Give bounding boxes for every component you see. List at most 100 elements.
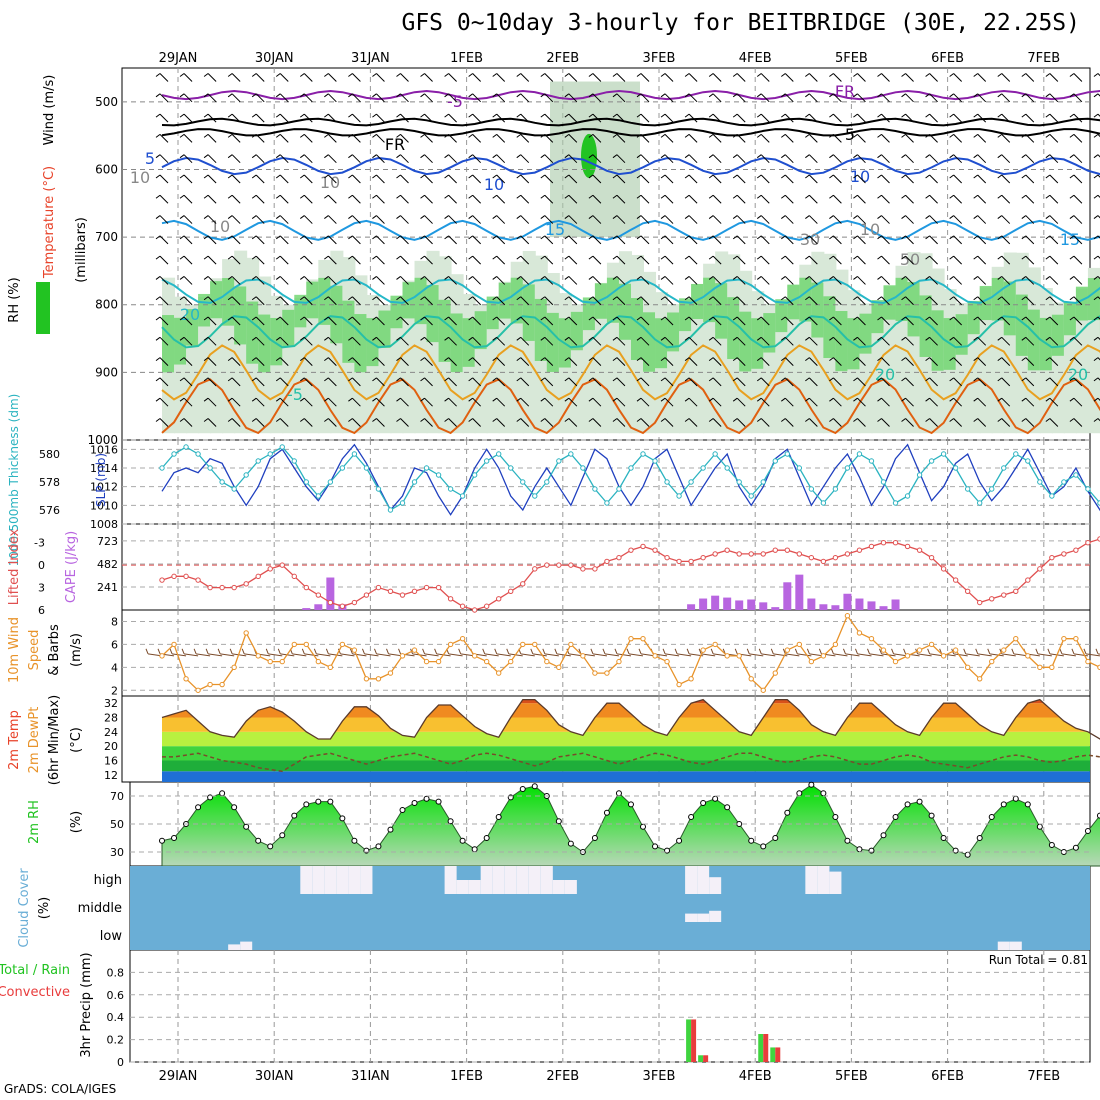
wind-barb-mark bbox=[612, 296, 626, 306]
wind-speed-series-point bbox=[303, 641, 309, 648]
wind-barb-mark bbox=[805, 93, 818, 103]
thickness-series-point bbox=[544, 479, 550, 485]
wind-barb-mark bbox=[1093, 336, 1100, 341]
wind-barb-mark bbox=[203, 93, 217, 103]
wind-barb-mark bbox=[1093, 357, 1100, 361]
wind-barb-mark bbox=[781, 276, 794, 285]
ylabel-wind-1: 10m Wind bbox=[7, 617, 22, 683]
lifted-index-series-point bbox=[471, 607, 478, 613]
wind-barb-mark bbox=[251, 113, 265, 123]
wind-barb-mark bbox=[179, 316, 193, 326]
wind-barb-mark bbox=[805, 194, 818, 204]
lifted-index-series-point bbox=[952, 577, 959, 583]
wind-barb-mark bbox=[564, 397, 578, 407]
wind-barb-mark bbox=[997, 418, 1011, 427]
wind-barb-mark bbox=[251, 296, 265, 306]
pressure-tick-label: 700 bbox=[95, 230, 118, 244]
surface-barb-mark bbox=[794, 648, 812, 657]
top-day-label: 7FEB bbox=[1027, 51, 1060, 66]
wind-speed-series-point bbox=[748, 676, 754, 682]
wind-barb-mark bbox=[853, 357, 866, 366]
thickness-series-point bbox=[1049, 493, 1055, 499]
wind-barb-mark bbox=[781, 154, 794, 164]
wind-barb-mark bbox=[300, 134, 313, 143]
wind-barb-mark bbox=[444, 235, 457, 245]
wind-barb-mark bbox=[853, 316, 866, 326]
cloud-cover-block bbox=[817, 866, 830, 894]
cape-bar bbox=[879, 606, 888, 610]
wind-barb-mark bbox=[564, 194, 578, 204]
wind-barb-mark bbox=[468, 276, 482, 285]
wind-barb-mark bbox=[155, 215, 169, 224]
thickness-series-point bbox=[520, 479, 526, 485]
wind-barb-mark bbox=[564, 377, 578, 387]
slp-series-line bbox=[161, 443, 1100, 516]
rh2m-point bbox=[327, 798, 334, 805]
wind-barb-mark bbox=[324, 377, 337, 387]
lifted-index-series-point bbox=[880, 539, 887, 546]
rh-area-green bbox=[787, 284, 801, 320]
rh2m-point bbox=[1036, 823, 1043, 830]
wind-barb-mark bbox=[588, 336, 602, 346]
wind-barb-mark bbox=[468, 215, 482, 224]
wind-barb-mark bbox=[636, 73, 650, 82]
temp-band bbox=[162, 760, 1090, 772]
wind-barb-mark bbox=[612, 316, 626, 326]
thickness-series-point bbox=[688, 479, 694, 485]
ylabel-millibars: (millibars) bbox=[74, 217, 89, 283]
wind-barb-mark bbox=[1093, 134, 1100, 138]
wind-barb-mark bbox=[636, 255, 650, 265]
wind-barb-mark bbox=[492, 296, 506, 306]
wind-barb-mark bbox=[275, 418, 289, 427]
ylabel-temp-3: (6hr Min/Max) bbox=[47, 695, 62, 785]
wind-barb-mark bbox=[997, 377, 1011, 387]
surface-barb-mark bbox=[1071, 648, 1089, 657]
cape-tick-label: 482 bbox=[97, 558, 118, 571]
wind-barb-mark bbox=[444, 377, 457, 387]
li-tick-label: 0 bbox=[38, 559, 45, 572]
lifted-index-series-point bbox=[628, 547, 634, 553]
rh-area-green bbox=[979, 285, 993, 321]
rh-color-swatch bbox=[36, 282, 50, 334]
lifted-index-series-point bbox=[1073, 547, 1079, 553]
wind-speed-series-line bbox=[161, 614, 1100, 692]
wind-barb-mark bbox=[756, 113, 770, 123]
wind-barb-mark bbox=[805, 418, 818, 427]
wind-barb-mark bbox=[227, 73, 241, 82]
wind-barb-mark bbox=[805, 276, 818, 285]
wind-barb-mark bbox=[516, 134, 530, 143]
rh-area-light bbox=[594, 282, 608, 434]
wind-barb-mark bbox=[203, 174, 217, 184]
surface-barb-mark bbox=[325, 648, 343, 657]
cloud-cover-block bbox=[709, 910, 722, 922]
wind-barb-mark bbox=[732, 418, 746, 427]
thickness-series-point bbox=[568, 451, 574, 457]
wind-barb-mark bbox=[251, 134, 265, 143]
wind-barb-mark bbox=[660, 296, 674, 306]
cape-bar bbox=[843, 593, 852, 610]
wind-barb-mark bbox=[708, 174, 722, 184]
wind-barb-mark bbox=[684, 113, 698, 123]
wind-speed-series-point bbox=[399, 653, 406, 659]
thickness-series-point bbox=[387, 507, 394, 513]
wind-barb-mark bbox=[588, 235, 602, 245]
wind-barb-mark bbox=[468, 154, 482, 164]
wind-barb-mark bbox=[708, 154, 722, 164]
surface-barb-mark bbox=[842, 648, 860, 657]
rh2m-tick-label: 70 bbox=[110, 790, 124, 803]
wind-speed-series-point bbox=[1049, 664, 1055, 671]
wind-barb-mark bbox=[251, 377, 265, 387]
wind-barb-mark bbox=[1021, 194, 1035, 204]
wind-barb-mark bbox=[227, 336, 241, 346]
wind-barb-mark bbox=[901, 113, 914, 123]
wind-barb-mark bbox=[781, 377, 794, 387]
wind-barb-mark bbox=[420, 215, 433, 224]
thickness-series-point bbox=[1013, 451, 1019, 457]
cloud-cover-block bbox=[336, 866, 349, 894]
wind-barb-mark bbox=[444, 418, 457, 427]
wind-barb-mark bbox=[949, 93, 963, 103]
wind-barb-mark bbox=[829, 418, 842, 427]
rh2m-point bbox=[423, 795, 430, 802]
wind-barb-mark bbox=[901, 316, 914, 326]
wind-barb-mark bbox=[829, 377, 842, 387]
